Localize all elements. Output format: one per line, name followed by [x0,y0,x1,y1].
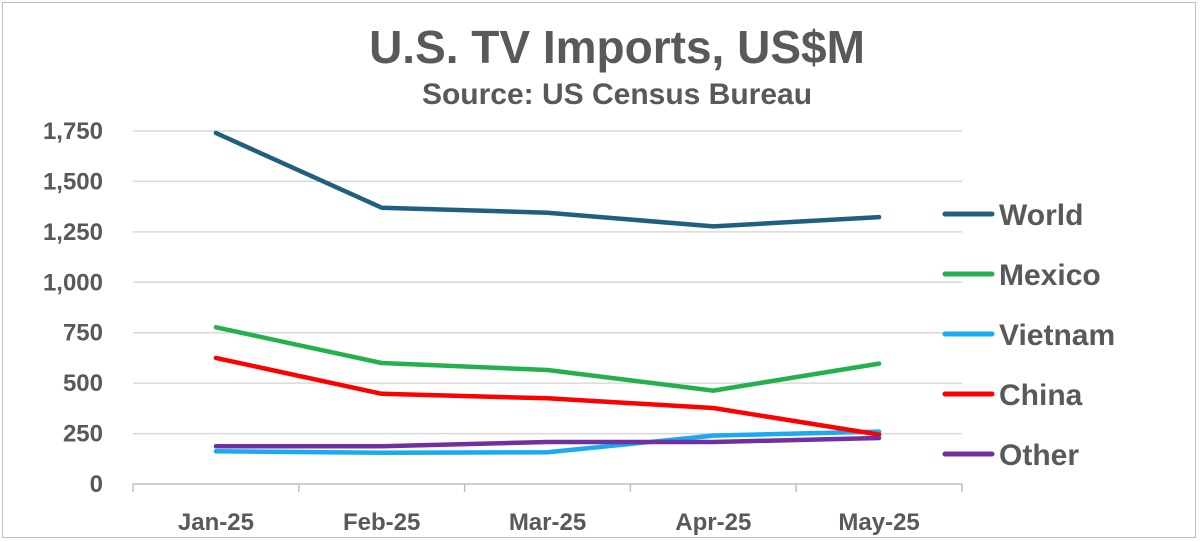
y-tick-label: 1,250 [43,219,103,246]
y-tick-label: 1,000 [43,269,103,296]
y-tick-label: 250 [63,421,103,448]
x-tick-label: Jan-25 [178,509,254,536]
x-tick-label: Apr-25 [675,509,751,536]
legend-label-mexico: Mexico [999,259,1101,292]
x-tick-label: Mar-25 [509,509,586,536]
legend-label-world: World [999,199,1083,232]
series-line-other [213,435,882,449]
chart-title: U.S. TV Imports, US$M [369,21,865,73]
x-tick-label: May-25 [838,509,919,536]
y-tick-label: 1,500 [43,168,103,195]
legend-label-vietnam: Vietnam [999,319,1115,352]
y-tick-label: 750 [63,320,103,347]
legend-label-china: China [999,379,1083,412]
series-line-china [213,355,882,437]
y-tick-label: 1,750 [43,118,103,145]
x-tick-label: Feb-25 [343,509,420,536]
series-line-world [213,130,882,229]
series-line-vietnam [213,429,882,455]
chart-subtitle: Source: US Census Bureau [421,78,813,111]
series-line-mexico [213,325,882,393]
legend-label-other: Other [999,439,1079,472]
y-tick-label: 0 [90,471,103,498]
y-tick-label: 500 [63,370,103,397]
